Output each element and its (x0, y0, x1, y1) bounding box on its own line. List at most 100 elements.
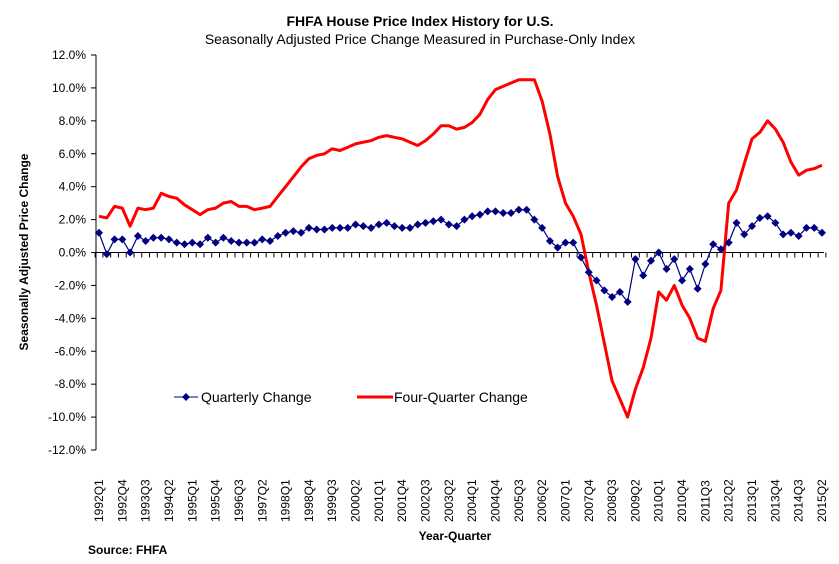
source-note: Source: FHFA (88, 543, 168, 557)
series-layer (95, 78, 826, 419)
y-tick-label: 8.0% (59, 114, 87, 128)
quarterly-point (701, 260, 710, 269)
quarterly-point (522, 205, 531, 214)
x-tick-label: 2002Q3 (419, 479, 433, 522)
x-tick-label: 1993Q3 (139, 479, 153, 522)
y-tick-label: 2.0% (59, 213, 87, 227)
quarterly-point (499, 209, 508, 217)
x-tick-label: 2012Q2 (722, 479, 736, 522)
quarterly-point (615, 288, 624, 296)
quarterly-point (724, 238, 733, 247)
quarterly-point (530, 215, 539, 224)
quarterly-point (709, 240, 718, 249)
quarterly-point (685, 264, 694, 273)
quarterly-point (304, 223, 313, 232)
x-tick-label: 2000Q2 (349, 479, 363, 522)
x-tick-label: 1998Q4 (302, 479, 316, 522)
x-tick-label: 2008Q3 (605, 479, 619, 522)
quarterly-point (312, 225, 321, 234)
quarterly-point (211, 238, 220, 247)
quarterly-point (95, 228, 103, 237)
chart-subtitle: Seasonally Adjusted Price Change Measure… (205, 31, 635, 47)
quarterly-point (118, 235, 127, 244)
quarterly-point (584, 268, 593, 277)
legend-item-four-quarter: Four-Quarter Change (357, 389, 528, 405)
quarterly-point (266, 236, 275, 245)
y-tick-label: -2.0% (55, 278, 87, 292)
y-axis-title: Seasonally Adjusted Price Change (17, 153, 31, 350)
quarterly-point (577, 253, 585, 262)
quarterly-point (398, 223, 407, 232)
x-tick-label: 2011Q3 (698, 480, 712, 522)
x-tick-label: 2010Q4 (675, 479, 689, 522)
x-tick-label: 2003Q2 (442, 479, 456, 522)
x-tick-label: 2015Q2 (815, 479, 829, 522)
x-tick-label: 1992Q4 (115, 479, 129, 522)
quarterly-point (654, 248, 663, 257)
quarterly-point (662, 264, 671, 273)
quarterly-point (693, 284, 702, 293)
quarterly-point (382, 218, 391, 227)
quarterly-point (553, 243, 562, 252)
quarterly-point (631, 255, 640, 264)
y-tick-label: 0.0% (59, 246, 87, 260)
series-line-four-quarter (98, 78, 823, 419)
y-tick-label: -12.0% (48, 443, 86, 457)
quarterly-point (716, 245, 725, 254)
quarterly-point (437, 215, 446, 224)
x-tick-label: 1995Q4 (209, 479, 223, 522)
quarterly-point (196, 240, 205, 249)
quarterly-point (172, 238, 181, 247)
y-tick-label: 12.0% (52, 48, 86, 62)
quarterly-point (157, 233, 166, 242)
x-tick-label: 2007Q4 (582, 479, 596, 522)
quarterly-point (646, 256, 655, 265)
quarterly-point (141, 236, 150, 245)
x-tick-label: 1996Q3 (232, 479, 246, 522)
quarterly-point (755, 213, 764, 222)
quarterly-point (234, 238, 243, 247)
x-tick-label: 1998Q1 (279, 479, 293, 522)
x-tick-label: 2009Q2 (628, 479, 642, 522)
quarterly-point (491, 207, 500, 216)
quarterly-point (297, 228, 306, 237)
y-tick-label: 6.0% (59, 147, 87, 161)
x-tick-label: 2004Q4 (488, 479, 502, 522)
quarterly-point (281, 228, 290, 237)
quarterly-point (483, 207, 492, 216)
quarterly-point (343, 223, 352, 232)
legend-quarterly-label: Quarterly Change (201, 389, 312, 405)
quarterly-point (818, 228, 826, 237)
quarterly-point (623, 297, 632, 306)
chart-title: FHFA House Price Index History for U.S. (286, 13, 553, 29)
quarterly-point (273, 232, 282, 241)
quarterly-point (227, 236, 236, 245)
quarterly-point (203, 233, 212, 242)
x-tick-label: 2004Q1 (465, 479, 479, 522)
quarterly-point (374, 220, 383, 229)
quarterly-point (359, 222, 368, 231)
y-tick-label: 10.0% (52, 81, 86, 95)
quarterly-point (188, 238, 197, 247)
quarterly-point (110, 235, 119, 244)
quarterly-point (545, 236, 554, 245)
x-axis-title: Year-Quarter (419, 529, 492, 543)
legend-quarterly-marker (182, 393, 190, 401)
x-tick-label: 2001Q1 (372, 479, 386, 522)
x-tick-label: 1995Q1 (185, 479, 199, 522)
legend-four-quarter-label: Four-Quarter Change (394, 389, 528, 405)
quarterly-point (102, 250, 111, 259)
quarterly-point (351, 220, 360, 229)
x-axis-ticks: 1992Q1 1992Q4 1993Q3 1994Q2 1995Q1 1995Q4 1996… (92, 252, 829, 522)
quarterly-point (164, 235, 173, 244)
quarterly-point (475, 210, 484, 219)
quarterly-point (514, 205, 523, 214)
quarterly-point (421, 218, 430, 227)
legend: Quarterly Change Four-Quarter Change (174, 389, 528, 405)
x-tick-label: 1997Q2 (255, 479, 269, 522)
quarterly-point (678, 276, 687, 285)
quarterly-point (460, 215, 469, 224)
quarterly-point (561, 238, 570, 247)
quarterly-point (429, 217, 438, 226)
quarterly-point (133, 232, 142, 241)
